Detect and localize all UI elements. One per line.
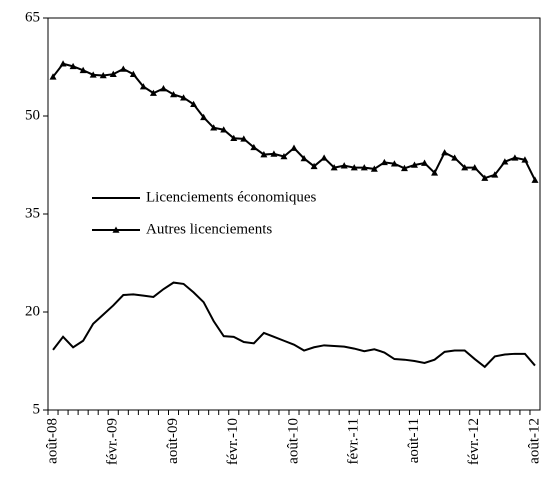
marker: [69, 62, 77, 70]
marker: [441, 149, 449, 156]
marker: [370, 165, 378, 172]
marker: [59, 60, 67, 67]
marker: [129, 70, 137, 77]
marker: [400, 164, 408, 172]
y-tick-label: 5: [33, 401, 41, 417]
marker: [270, 150, 278, 157]
x-tick-label: févr.-09: [105, 418, 121, 465]
marker: [139, 83, 147, 90]
marker: [79, 66, 87, 74]
marker: [360, 164, 368, 171]
legend-marker: [112, 226, 120, 233]
marker: [149, 89, 157, 96]
x-tick-label: août-10: [285, 418, 301, 464]
marker: [280, 153, 288, 160]
marker: [461, 164, 469, 171]
y-tick-label: 65: [25, 9, 40, 25]
marker: [99, 71, 107, 79]
marker: [380, 158, 388, 166]
marker: [521, 156, 529, 163]
marker: [330, 164, 338, 171]
legend-label: Licenciements économiques: [146, 189, 317, 205]
marker: [531, 176, 539, 183]
marker: [260, 151, 268, 158]
marker: [109, 70, 117, 77]
marker: [159, 85, 167, 92]
marker: [240, 135, 248, 142]
marker: [501, 158, 509, 165]
marker: [481, 174, 489, 181]
series-line: [52, 281, 536, 369]
legend-label: Autres licenciements: [146, 221, 272, 237]
x-tick-label: août-09: [165, 418, 181, 464]
x-tick-label: août-11: [406, 418, 422, 463]
marker: [89, 71, 97, 78]
marker: [310, 162, 318, 170]
marker: [511, 154, 519, 161]
marker: [431, 169, 439, 176]
marker: [250, 143, 258, 151]
marker: [410, 161, 418, 168]
y-tick-label: 35: [25, 205, 40, 221]
y-tick-label: 20: [25, 303, 40, 319]
marker: [340, 162, 348, 169]
x-tick-label: févr.-10: [225, 418, 241, 465]
marker: [200, 113, 208, 121]
marker: [49, 73, 57, 80]
marker: [230, 134, 238, 142]
y-tick-label: 50: [25, 107, 40, 123]
x-tick-label: août-12: [526, 418, 542, 464]
marker: [180, 94, 188, 101]
marker: [491, 171, 499, 178]
marker: [471, 164, 479, 171]
marker: [390, 160, 398, 167]
marker: [220, 126, 228, 133]
marker: [451, 154, 459, 161]
marker: [421, 159, 429, 166]
x-tick-label: août-08: [44, 418, 60, 464]
marker: [320, 154, 328, 161]
x-tick-label: févr.-12: [466, 418, 482, 465]
marker: [350, 164, 358, 171]
marker: [210, 124, 218, 131]
marker: [119, 65, 127, 72]
marker: [300, 154, 308, 162]
series-line: [52, 62, 536, 181]
marker: [170, 90, 178, 98]
marker: [290, 144, 298, 151]
x-tick-label: févr.-11: [346, 418, 362, 465]
marker: [190, 100, 198, 108]
